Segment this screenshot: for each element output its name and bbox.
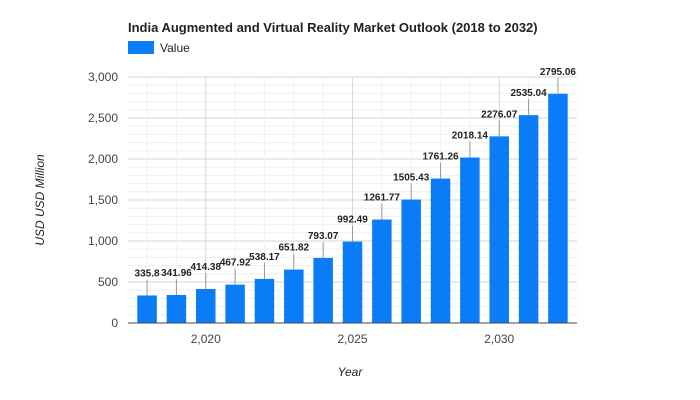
data-label: 1261.77 xyxy=(364,193,401,204)
x-tick-label: 2,025 xyxy=(337,332,367,346)
y-tick-label: 2,500 xyxy=(88,111,118,125)
legend: Value xyxy=(128,41,190,55)
bar xyxy=(372,219,392,323)
chart-title: India Augmented and Virtual Reality Mark… xyxy=(128,20,538,35)
data-label: 1761.26 xyxy=(422,152,459,163)
y-tick-label: 3,000 xyxy=(88,70,118,84)
y-tick-label: 1,000 xyxy=(88,234,118,248)
y-axis-label: USD USD Million xyxy=(33,154,47,246)
bar xyxy=(548,93,568,323)
legend-swatch xyxy=(128,41,154,54)
y-tick-label: 500 xyxy=(98,275,118,289)
bar xyxy=(518,115,539,324)
data-label: 467.92 xyxy=(220,258,251,269)
data-labels: 335.8 341.96414.38467.92538.17651.82793.0… xyxy=(135,67,577,296)
data-label: 2276.07 xyxy=(481,109,518,120)
x-tick-label: 2,020 xyxy=(191,332,221,346)
legend-label: Value xyxy=(160,41,190,55)
bar xyxy=(196,289,216,323)
data-label: 538.17 xyxy=(249,252,280,263)
data-label: 992.49 xyxy=(337,215,368,226)
y-tick-label: 0 xyxy=(111,316,118,330)
data-label: 2535.04 xyxy=(511,88,548,99)
data-label: 793.07 xyxy=(308,231,339,242)
y-axis-ticks: 0 500 1,000 1,500 2,000 2,500 3,000 xyxy=(88,70,118,330)
bar xyxy=(225,284,245,323)
bar xyxy=(137,295,157,323)
bar xyxy=(430,178,451,323)
data-label: 341.96 xyxy=(161,268,192,279)
bar xyxy=(460,157,480,323)
data-label: 335.8 xyxy=(135,268,160,279)
y-tick-label: 2,000 xyxy=(88,152,118,166)
data-label: 2018.14 xyxy=(452,131,489,142)
bar xyxy=(489,136,509,323)
bar xyxy=(342,241,363,323)
bar xyxy=(284,269,304,323)
data-label: 414.38 xyxy=(190,262,221,273)
y-tick-label: 1,500 xyxy=(88,193,118,207)
x-axis-ticks: 2,020 2,025 2,030 xyxy=(191,332,515,346)
x-axis-label: Year xyxy=(338,365,364,379)
bar xyxy=(254,278,275,323)
data-label: 2795.06 xyxy=(540,67,577,78)
bar xyxy=(313,257,333,323)
data-label: 1505.43 xyxy=(393,173,430,184)
data-label: 651.82 xyxy=(279,243,310,254)
bar xyxy=(166,294,187,323)
x-tick-label: 2,030 xyxy=(484,332,514,346)
bar xyxy=(401,199,421,323)
bars xyxy=(137,93,568,324)
